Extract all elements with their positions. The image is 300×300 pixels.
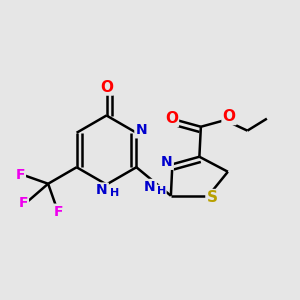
Text: N: N	[144, 180, 156, 194]
Text: N: N	[135, 123, 147, 137]
Text: F: F	[19, 196, 28, 210]
Text: N: N	[96, 184, 108, 197]
Text: S: S	[206, 190, 218, 205]
Text: F: F	[16, 168, 25, 182]
Text: H: H	[110, 188, 119, 199]
Text: F: F	[54, 205, 63, 219]
Text: O: O	[165, 111, 178, 126]
Text: H: H	[157, 185, 166, 196]
Text: N: N	[161, 155, 173, 169]
Text: O: O	[223, 109, 236, 124]
Text: O: O	[100, 80, 113, 94]
